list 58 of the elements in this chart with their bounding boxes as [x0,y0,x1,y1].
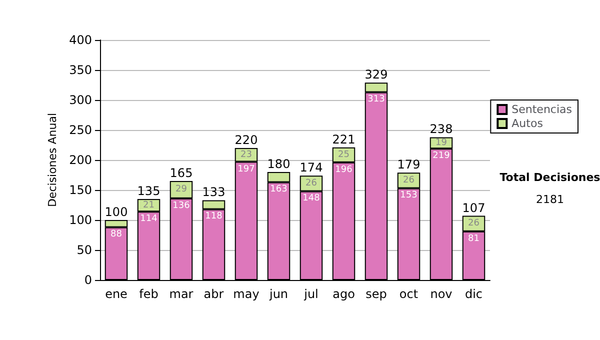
x-tick-label: dic [464,287,483,301]
x-tick-label: feb [139,287,158,301]
y-tick-label: 150 [69,183,92,197]
total-label: 221 [332,132,356,146]
data-label: 219 [432,151,450,162]
x-tick-label: ago [332,287,355,301]
text: Total Decisiones [500,171,600,184]
x-tick-label: jun [268,287,288,301]
data-label: 118 [205,212,223,222]
total-label: 133 [202,185,226,200]
data-label: 88 [110,230,122,240]
x-tick-label: oct [399,287,418,301]
data-label: 23 [240,150,252,160]
data-label: 25 [338,150,350,160]
x-tick-label: nov [430,287,452,301]
y-tick-label: 250 [69,123,92,137]
x-tick-label: ene [105,287,128,301]
total-label: 179 [397,158,420,172]
data-label: 26 [403,175,415,186]
data-label: 136 [172,200,190,211]
y-tick-label: 50 [76,243,92,257]
y-tick-label: 350 [69,63,92,77]
data-label: 26 [468,218,480,229]
total-label: 100 [104,205,128,219]
data-label: 26 [306,178,318,188]
data-label: 196 [335,164,353,175]
total-label: 174 [300,160,323,175]
data-label: 313 [368,94,385,105]
y-tick-label: 200 [69,153,92,167]
y-tick-label: 300 [69,93,92,107]
x-tick-label: sep [366,287,387,301]
data-label: 153 [400,190,418,201]
total-label: 135 [137,184,160,198]
data-label: 21 [143,200,154,210]
x-tick-label: jul [303,287,318,301]
y-axis-title: Decisiones Anual [46,112,60,208]
data-label: 163 [270,184,288,195]
total-label: 180 [267,157,290,171]
total-label: 238 [430,122,453,136]
total-label: 107 [462,200,486,215]
data-label: 197 [238,164,255,174]
y-tick-label: 0 [84,273,92,287]
data-label: 19 [436,138,448,148]
x-tick-label: mar [169,287,194,301]
data-label: 114 [140,214,158,224]
total-label: 220 [234,133,258,147]
legend-label: Sentencias [512,103,572,116]
total-label: 329 [364,68,388,82]
x-tick-label: may [233,287,260,301]
text: 2181 [536,193,564,206]
total-label: 165 [170,166,193,180]
data-label: 148 [302,194,320,204]
data-label: 81 [468,234,480,244]
data-label: 29 [176,184,188,195]
x-tick-label: abr [204,287,224,301]
legend-label: Autos [512,117,544,130]
y-tick-label: 400 [69,33,92,47]
y-tick-label: 100 [69,213,92,227]
